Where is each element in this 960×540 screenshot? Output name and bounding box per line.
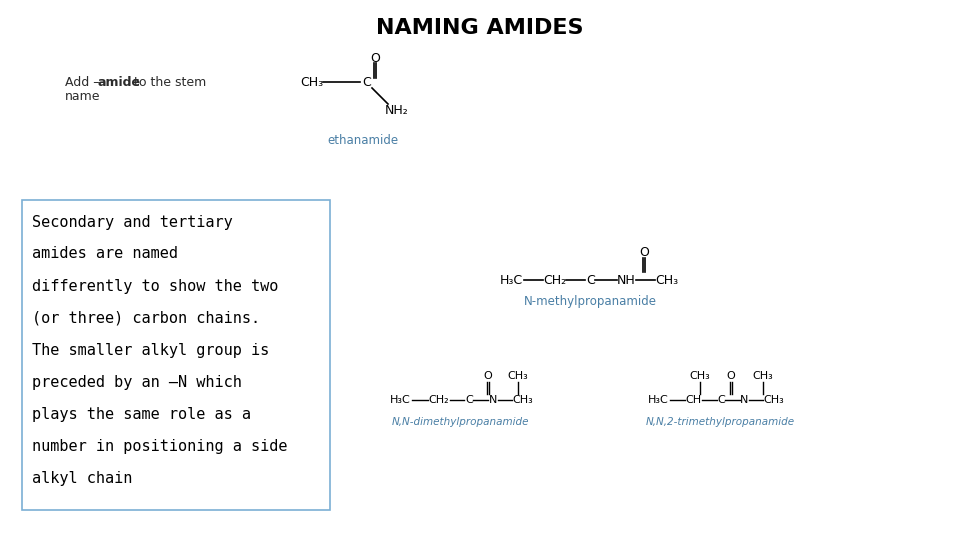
Text: plays the same role as a: plays the same role as a — [32, 407, 251, 422]
Text: O: O — [484, 371, 492, 381]
Text: H₃C: H₃C — [500, 273, 523, 287]
Text: H₃C: H₃C — [648, 395, 669, 405]
Text: The smaller alkyl group is: The smaller alkyl group is — [32, 342, 269, 357]
Text: NH₂: NH₂ — [385, 104, 409, 117]
Text: O: O — [639, 246, 649, 259]
Text: differently to show the two: differently to show the two — [32, 279, 278, 294]
Text: CH₃: CH₃ — [689, 371, 710, 381]
Text: Secondary and tertiary: Secondary and tertiary — [32, 214, 232, 230]
Text: N,N-dimethylpropanamide: N,N-dimethylpropanamide — [392, 417, 529, 427]
Text: CH₃: CH₃ — [508, 371, 528, 381]
Text: CH₂: CH₂ — [543, 273, 566, 287]
Text: preceded by an –N which: preceded by an –N which — [32, 375, 242, 389]
Text: C: C — [465, 395, 472, 405]
Text: CH₃: CH₃ — [655, 273, 678, 287]
Text: O: O — [727, 371, 735, 381]
Text: NH: NH — [617, 273, 636, 287]
Text: (or three) carbon chains.: (or three) carbon chains. — [32, 310, 260, 326]
Text: C: C — [362, 76, 371, 89]
Text: to the stem: to the stem — [130, 76, 206, 89]
Text: name: name — [65, 90, 101, 103]
Text: amides are named: amides are named — [32, 246, 178, 261]
Text: CH₃: CH₃ — [300, 76, 324, 89]
Text: C: C — [717, 395, 725, 405]
Text: CH₂: CH₂ — [428, 395, 448, 405]
Text: CH₃: CH₃ — [512, 395, 533, 405]
Text: N,N,2-trimethylpropanamide: N,N,2-trimethylpropanamide — [645, 417, 795, 427]
Text: ethanamide: ethanamide — [327, 133, 398, 146]
Text: N: N — [740, 395, 749, 405]
Text: NAMING AMIDES: NAMING AMIDES — [376, 18, 584, 38]
Text: CH₃: CH₃ — [753, 371, 774, 381]
Text: H₃C: H₃C — [390, 395, 411, 405]
Text: CH₃: CH₃ — [763, 395, 783, 405]
Text: N: N — [489, 395, 497, 405]
Text: O: O — [370, 51, 380, 64]
Text: number in positioning a side: number in positioning a side — [32, 438, 287, 454]
Text: CH: CH — [685, 395, 701, 405]
Text: amide: amide — [98, 76, 141, 89]
Text: N-methylpropanamide: N-methylpropanamide — [523, 295, 657, 308]
Text: C: C — [586, 273, 595, 287]
Text: alkyl chain: alkyl chain — [32, 470, 132, 485]
Text: Add –: Add – — [65, 76, 100, 89]
FancyBboxPatch shape — [22, 200, 330, 510]
